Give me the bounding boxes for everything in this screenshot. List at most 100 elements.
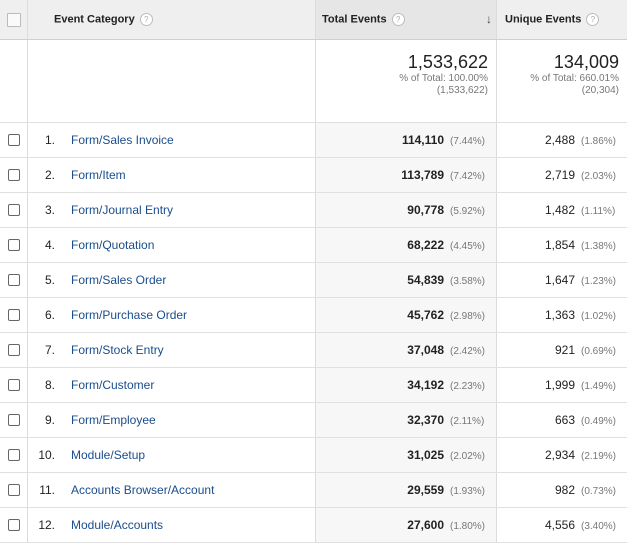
unique-events-value: 1,854: [545, 238, 575, 252]
row-checkbox[interactable]: [8, 484, 20, 496]
column-header-unique-events[interactable]: Unique Events?: [497, 0, 627, 40]
unique-events-value: 2,719: [545, 168, 575, 182]
unique-events-value: 2,934: [545, 448, 575, 462]
row-checkbox[interactable]: [8, 414, 20, 426]
row-rank: 6.: [28, 308, 55, 322]
unique-events-cell: 663(0.49%): [497, 403, 627, 438]
summary-total-value: 1,533,622: [316, 52, 488, 73]
row-checkbox-cell: [0, 193, 28, 228]
category-cell: 9. Form/Employee: [28, 403, 316, 438]
total-events-pct: (7.44%): [450, 136, 488, 147]
category-cell: 3. Form/Journal Entry: [28, 193, 316, 228]
unique-events-cell: 1,482(1.11%): [497, 193, 627, 228]
total-events-pct: (1.80%): [450, 521, 488, 532]
row-checkbox-cell: [0, 228, 28, 263]
category-link[interactable]: Form/Journal Entry: [71, 203, 173, 217]
row-rank: 2.: [28, 168, 55, 182]
category-link[interactable]: Form/Sales Order: [71, 273, 166, 287]
unique-events-value: 663: [555, 413, 575, 427]
unique-events-value: 4,556: [545, 518, 575, 532]
table-row: 1.Form/Sales Invoice 114,110(7.44%) 2,48…: [0, 123, 627, 158]
category-link[interactable]: Form/Purchase Order: [71, 308, 187, 322]
category-link[interactable]: Module/Setup: [71, 448, 145, 462]
category-link[interactable]: Form/Stock Entry: [71, 343, 164, 357]
total-events-cell: 54,839(3.58%): [316, 263, 497, 298]
unique-events-value: 1,363: [545, 308, 575, 322]
unique-events-pct: (0.69%): [581, 346, 619, 357]
row-checkbox[interactable]: [8, 449, 20, 461]
row-rank: 8.: [28, 378, 55, 392]
select-all-checkbox[interactable]: [7, 13, 21, 27]
category-link[interactable]: Form/Customer: [71, 378, 154, 392]
row-rank: 5.: [28, 273, 55, 287]
category-link[interactable]: Form/Item: [71, 168, 126, 182]
unique-events-value: 1,647: [545, 273, 575, 287]
row-rank: 7.: [28, 343, 55, 357]
category-link[interactable]: Form/Employee: [71, 413, 156, 427]
category-link[interactable]: Form/Quotation: [71, 238, 154, 252]
row-rank: 11.: [28, 483, 55, 497]
category-link[interactable]: Module/Accounts: [71, 518, 163, 532]
row-rank: 9.: [28, 413, 55, 427]
header-row: Event Category? Total Events? ↓ Unique E…: [0, 0, 627, 40]
total-events-pct: (2.02%): [450, 451, 488, 462]
total-events-value: 45,762: [407, 308, 444, 322]
sort-descending-icon[interactable]: ↓: [486, 12, 492, 26]
category-cell: 7. Form/Stock Entry: [28, 333, 316, 368]
row-checkbox[interactable]: [8, 239, 20, 251]
help-icon[interactable]: ?: [392, 13, 405, 26]
unique-events-pct: (1.49%): [581, 381, 619, 392]
row-checkbox-cell: [0, 403, 28, 438]
category-cell: 5. Form/Sales Order: [28, 263, 316, 298]
row-rank: 3.: [28, 203, 55, 217]
summary-unique-value: 134,009: [497, 52, 619, 73]
total-events-cell: 32,370(2.11%): [316, 403, 497, 438]
table-row: 7.Form/Stock Entry 37,048(2.42%) 921(0.6…: [0, 333, 627, 368]
total-events-value: 31,025: [407, 448, 444, 462]
row-checkbox[interactable]: [8, 344, 20, 356]
total-events-value: 29,559: [407, 483, 444, 497]
help-icon[interactable]: ?: [586, 13, 599, 26]
total-events-value: 90,778: [407, 203, 444, 217]
total-events-value: 27,600: [407, 518, 444, 532]
column-header-total-events[interactable]: Total Events? ↓: [316, 0, 497, 40]
table-row: 4.Form/Quotation 68,222(4.45%) 1,854(1.3…: [0, 228, 627, 263]
table-row: 8.Form/Customer 34,192(2.23%) 1,999(1.49…: [0, 368, 627, 403]
summary-total-events: 1,533,622 % of Total: 100.00% (1,533,622…: [316, 40, 497, 123]
table-row: 3.Form/Journal Entry 90,778(5.92%) 1,482…: [0, 193, 627, 228]
row-checkbox-cell: [0, 473, 28, 508]
table-row: 12.Module/Accounts 27,600(1.80%) 4,556(3…: [0, 508, 627, 543]
row-checkbox[interactable]: [8, 169, 20, 181]
row-checkbox[interactable]: [8, 519, 20, 531]
help-icon[interactable]: ?: [140, 13, 153, 26]
column-header-unique-label: Unique Events: [505, 13, 581, 25]
row-checkbox-cell: [0, 333, 28, 368]
unique-events-value: 1,999: [545, 378, 575, 392]
category-link[interactable]: Accounts Browser/Account: [71, 483, 214, 497]
row-checkbox[interactable]: [8, 309, 20, 321]
row-rank: 10.: [28, 448, 55, 462]
category-link[interactable]: Form/Sales Invoice: [71, 133, 174, 147]
total-events-pct: (7.42%): [450, 171, 488, 182]
unique-events-value: 1,482: [545, 203, 575, 217]
row-checkbox-cell: [0, 368, 28, 403]
unique-events-pct: (0.73%): [581, 486, 619, 497]
table-row: 6. Form/Purchase Order 45,762(2.98%) 1,36…: [0, 298, 627, 333]
unique-events-pct: (1.38%): [581, 241, 619, 252]
row-checkbox[interactable]: [8, 134, 20, 146]
category-cell: 4.Form/Quotation: [28, 228, 316, 263]
total-events-cell: 29,559(1.93%): [316, 473, 497, 508]
row-checkbox[interactable]: [8, 204, 20, 216]
total-events-cell: 45,762(2.98%): [316, 298, 497, 333]
summary-row: 1,533,622 % of Total: 100.00% (1,533,622…: [0, 40, 627, 123]
row-checkbox[interactable]: [8, 379, 20, 391]
row-rank: 1.: [28, 133, 55, 147]
row-checkbox-cell: [0, 158, 28, 193]
unique-events-pct: (1.86%): [581, 136, 619, 147]
column-header-category[interactable]: Event Category?: [28, 0, 316, 40]
unique-events-cell: 982(0.73%): [497, 473, 627, 508]
table-row: 2.Form/Item 113,789(7.42%) 2,719(2.03%): [0, 158, 627, 193]
row-checkbox-cell: [0, 123, 28, 158]
total-events-value: 54,839: [407, 273, 444, 287]
row-checkbox[interactable]: [8, 274, 20, 286]
